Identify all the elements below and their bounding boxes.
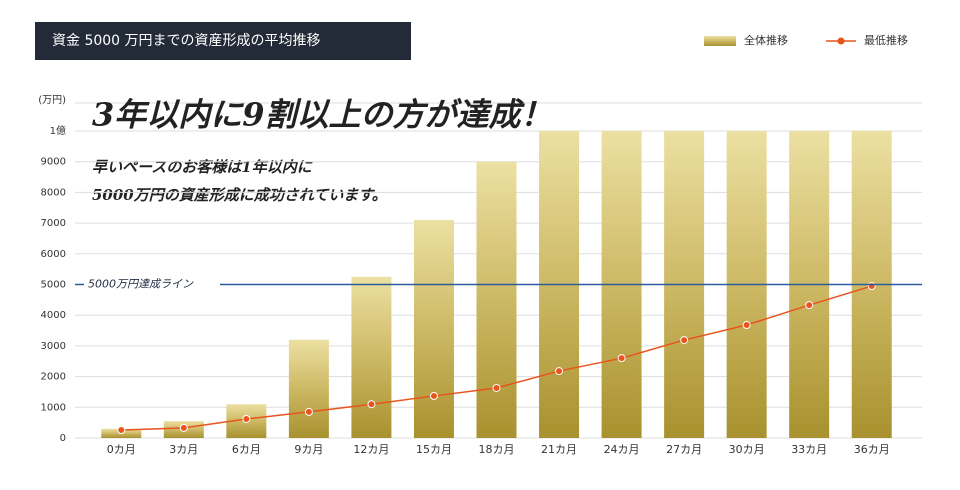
- legend-label: 全体推移: [744, 33, 788, 47]
- point: [242, 414, 251, 423]
- bar: [413, 220, 454, 438]
- x-tick-label: 9カ月: [294, 443, 323, 456]
- x-tick-label: 24カ月: [604, 443, 640, 456]
- x-tick-label: 6カ月: [232, 443, 261, 456]
- point: [304, 407, 313, 416]
- point: [429, 391, 438, 400]
- point: [617, 354, 626, 363]
- y-tick-label: 7000: [41, 218, 66, 229]
- point: [117, 426, 126, 435]
- y-tick-label: 3000: [41, 341, 66, 352]
- x-tick-label: 12カ月: [353, 443, 389, 456]
- x-tick-label: 27カ月: [666, 443, 702, 456]
- title-box: [35, 22, 411, 60]
- point: [680, 336, 689, 345]
- y-unit: (万円): [38, 95, 66, 106]
- x-tick-label: 3カ月: [169, 443, 198, 456]
- point: [867, 282, 876, 291]
- legend-label: 最低推移: [864, 33, 908, 47]
- reference-label-bg: [84, 276, 220, 293]
- legend-swatch: [837, 37, 845, 45]
- reference-label: 5000万円達成ライン: [88, 278, 194, 291]
- bar: [351, 276, 392, 438]
- subtext: 早いペースのお客様は1年以内に: [92, 158, 313, 176]
- x-tick-label: 36カ月: [854, 443, 890, 456]
- y-tick-label: 8000: [41, 187, 66, 198]
- bar: [476, 161, 517, 438]
- point: [805, 301, 814, 310]
- point: [367, 400, 376, 409]
- point: [555, 367, 564, 376]
- chart-title: 資金 5000 万円までの資産形成の平均推移: [52, 33, 321, 49]
- subtext: 5000万円の資産形成に成功されています。: [92, 186, 387, 204]
- headline: 3年以内に9割以上の方が達成！: [92, 96, 553, 134]
- point: [179, 423, 188, 432]
- y-tick-label: 2000: [41, 372, 66, 383]
- x-tick-label: 15カ月: [416, 443, 452, 456]
- x-tick-label: 21カ月: [541, 443, 577, 456]
- y-tick-label: 6000: [41, 249, 66, 260]
- y-tick-label: 4000: [41, 310, 66, 321]
- x-tick-label: 18カ月: [479, 443, 515, 456]
- point: [742, 321, 751, 330]
- y-tick-label: 1000: [41, 402, 66, 413]
- x-tick-label: 0カ月: [107, 443, 136, 456]
- y-tick-label: 9000: [41, 157, 66, 168]
- x-tick-label: 33カ月: [791, 443, 827, 456]
- x-tick-label: 30カ月: [729, 443, 765, 456]
- y-tick-label: 5000: [41, 280, 66, 291]
- bar: [288, 339, 329, 438]
- y-tick-label: 1億: [50, 124, 66, 137]
- point: [492, 383, 501, 392]
- y-tick-label: 0: [60, 433, 66, 444]
- legend-swatch: [704, 36, 736, 46]
